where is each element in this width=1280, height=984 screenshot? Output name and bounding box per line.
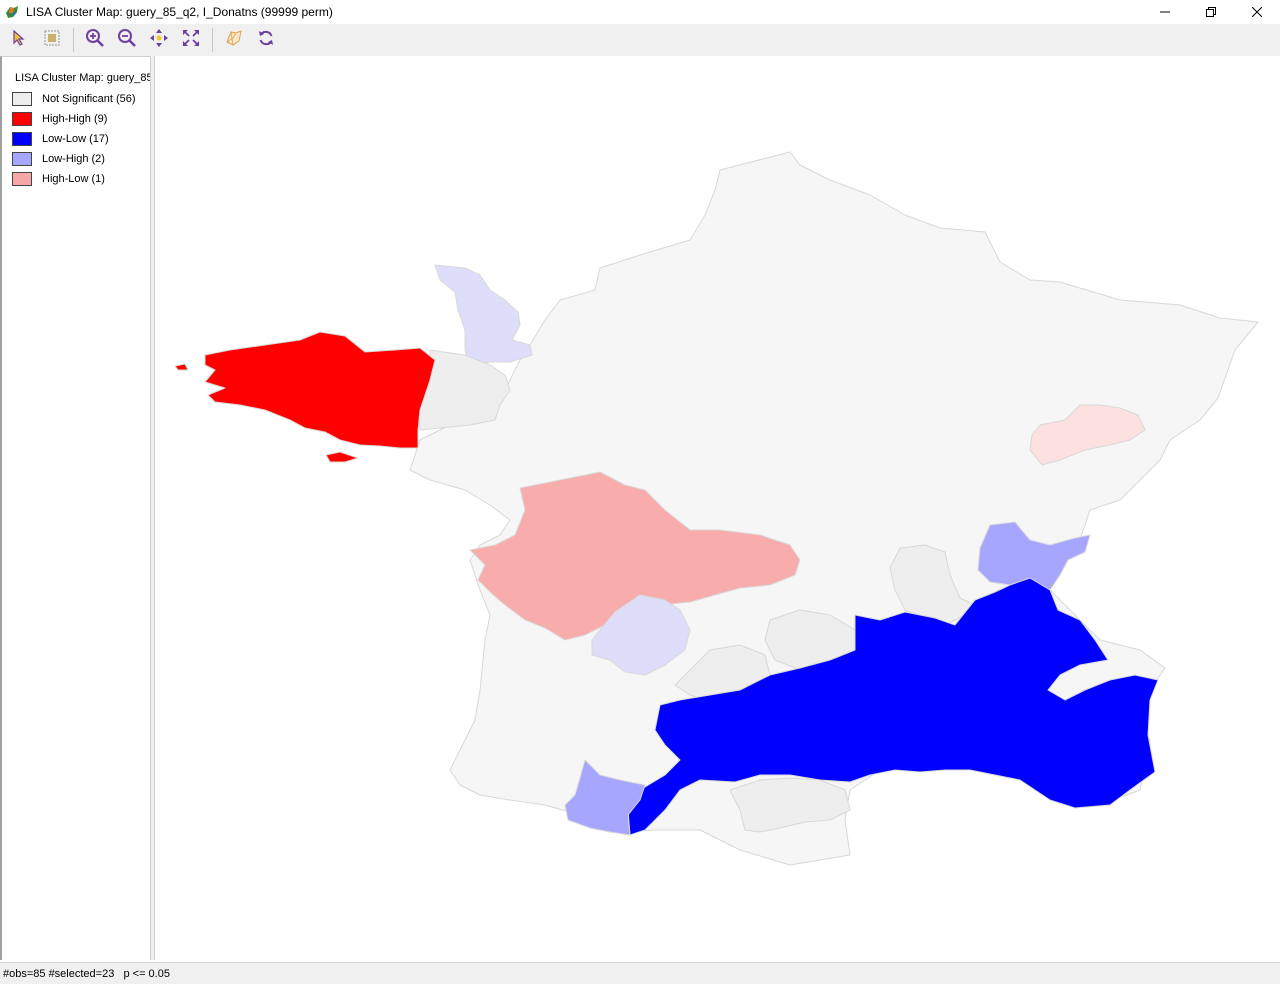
fit-extent-icon <box>181 28 201 53</box>
zoom-out-icon <box>117 28 137 53</box>
fit-to-window-button[interactable] <box>178 27 204 53</box>
toolbar-separator <box>73 28 74 52</box>
title-bar: LISA Cluster Map: guery_85_q2, I_Donatns… <box>0 0 1280 24</box>
region-savoie-low-high[interactable] <box>977 521 1091 591</box>
pan-arrows-icon <box>149 28 169 53</box>
legend-label: High-High (9) <box>42 113 108 125</box>
region-gard-not-significant[interactable] <box>729 777 851 833</box>
zoom-out-button[interactable] <box>114 27 140 53</box>
arrow-pointer-icon <box>11 29 29 52</box>
france-cluster-map[interactable] <box>155 56 1280 960</box>
map-toolbar <box>0 24 1280 56</box>
legend-item-high-high[interactable]: High-High (9) <box>12 111 107 127</box>
legend-label: Low-Low (17) <box>42 133 109 145</box>
status-bar: #obs=85 #selected=23 p <= 0.05 <box>0 962 1280 984</box>
legend-label: Low-High (2) <box>42 153 105 165</box>
legend-label: High-Low (1) <box>42 173 105 185</box>
legend-item-not-significant[interactable]: Not Significant (56) <box>12 91 136 107</box>
zoom-in-button[interactable] <box>82 27 108 53</box>
legend-swatch <box>12 172 32 186</box>
pan-button[interactable] <box>146 27 172 53</box>
window-controls <box>1142 0 1280 24</box>
region-brittany-island[interactable] <box>325 451 359 463</box>
select-tool-button[interactable] <box>7 27 33 53</box>
region-brittany-high-high[interactable] <box>204 331 436 449</box>
minimize-button[interactable] <box>1142 0 1188 24</box>
close-button[interactable] <box>1234 0 1280 24</box>
legend-item-high-low[interactable]: High-Low (1) <box>12 171 105 187</box>
region-doubs[interactable] <box>1029 404 1146 466</box>
select-box-icon <box>43 29 61 52</box>
map-canvas[interactable] <box>155 56 1280 960</box>
region-south-low-low[interactable] <box>627 577 1159 836</box>
legend-swatch <box>12 152 32 166</box>
legend-label: Not Significant (56) <box>42 93 136 105</box>
refresh-icon <box>256 28 276 53</box>
selection-shape-button[interactable] <box>39 27 65 53</box>
map-layers-button[interactable] <box>221 27 247 53</box>
region-pyrenees-low-high[interactable] <box>564 759 646 836</box>
legend-item-low-high[interactable]: Low-High (2) <box>12 151 105 167</box>
panel-splitter[interactable] <box>150 56 155 960</box>
legend-title: LISA Cluster Map: guery_85 <box>15 72 150 84</box>
legend-swatch <box>12 112 32 126</box>
region-haute-vienne[interactable] <box>591 594 691 676</box>
legend-swatch <box>12 132 32 146</box>
status-text: #obs=85 #selected=23 p <= 0.05 <box>3 967 170 980</box>
toolbar-separator <box>212 28 213 52</box>
legend-item-low-low[interactable]: Low-Low (17) <box>12 131 109 147</box>
legend-panel[interactable]: LISA Cluster Map: guery_85 Not Significa… <box>0 56 150 960</box>
restore-button[interactable] <box>1188 0 1234 24</box>
legend-swatch <box>12 92 32 106</box>
region-ushant-island[interactable] <box>174 363 189 371</box>
zoom-in-icon <box>85 28 105 53</box>
refresh-button[interactable] <box>253 27 279 53</box>
window-title: LISA Cluster Map: guery_85_q2, I_Donatns… <box>26 5 333 19</box>
geoda-app-icon <box>4 4 20 20</box>
map-layers-icon <box>224 28 244 53</box>
region-manche[interactable] <box>434 264 533 366</box>
